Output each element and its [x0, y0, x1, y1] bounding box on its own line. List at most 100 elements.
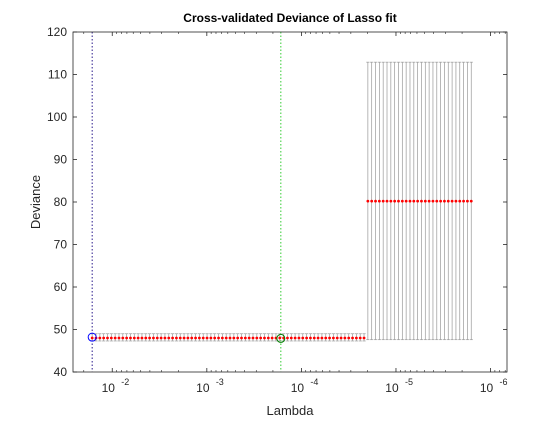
- mean-point: [362, 336, 366, 340]
- mean-point: [178, 336, 182, 340]
- y-tick-label: 100: [47, 110, 67, 124]
- mean-point: [98, 336, 102, 340]
- mean-point: [423, 199, 427, 203]
- mean-point: [117, 336, 121, 340]
- mean-point: [232, 336, 236, 340]
- mean-point: [266, 336, 270, 340]
- mean-point: [121, 336, 125, 340]
- y-tick-label: 110: [48, 68, 67, 82]
- mean-point: [236, 336, 240, 340]
- mean-point: [251, 336, 255, 340]
- circled-point: [87, 332, 97, 342]
- mean-point: [209, 336, 213, 340]
- mean-point: [136, 336, 140, 340]
- mean-point: [125, 336, 129, 340]
- mean-point: [381, 199, 385, 203]
- mean-point: [312, 336, 316, 340]
- mean-point: [255, 336, 259, 340]
- mean-point: [228, 336, 232, 340]
- circled-points: [87, 332, 286, 343]
- mean-point: [217, 336, 220, 340]
- mean-point: [374, 199, 377, 203]
- mean-point: [351, 336, 354, 340]
- y-axis-label: Deviance: [28, 175, 43, 229]
- mean-point: [332, 336, 335, 340]
- mean-point: [370, 199, 374, 203]
- mean-point: [400, 199, 404, 203]
- x-axis-label: Lambda: [267, 403, 315, 418]
- x-tick-label: 10: [102, 381, 116, 395]
- x-tick-label: 10: [385, 381, 399, 395]
- y-tick-label: 60: [54, 280, 68, 294]
- mean-point: [113, 336, 117, 340]
- mean-point: [197, 336, 201, 340]
- mean-point: [466, 199, 469, 203]
- mean-point: [324, 336, 328, 340]
- mean-point: [175, 336, 178, 340]
- mean-point: [152, 336, 155, 340]
- mean-point: [201, 336, 205, 340]
- mean-point: [278, 336, 282, 340]
- mean-point: [132, 336, 136, 340]
- mean-markers: [90, 199, 473, 340]
- x-tick-label-exponent: -3: [216, 377, 224, 387]
- mean-point: [194, 336, 197, 340]
- mean-point: [339, 336, 343, 340]
- mean-point: [182, 336, 186, 340]
- x-tick-label-exponent: -5: [405, 377, 413, 387]
- mean-point: [385, 199, 389, 203]
- x-tick-label-exponent: -4: [310, 377, 318, 387]
- x-tick-label: 10: [291, 381, 305, 395]
- mean-point: [420, 199, 423, 203]
- mean-point: [167, 336, 171, 340]
- mean-point: [102, 336, 106, 340]
- circled-point: [276, 333, 286, 343]
- mean-point: [140, 336, 144, 340]
- mean-point: [289, 336, 293, 340]
- mean-point: [450, 199, 454, 203]
- mean-point: [263, 336, 266, 340]
- mean-point: [305, 336, 309, 340]
- mean-point: [309, 336, 312, 340]
- mean-point: [129, 336, 132, 340]
- mean-point: [431, 199, 435, 203]
- y-tick-label: 50: [54, 323, 68, 337]
- mean-point: [224, 336, 228, 340]
- mean-point: [243, 336, 247, 340]
- y-tick-label: 70: [54, 238, 68, 252]
- mean-point: [286, 336, 289, 340]
- mean-point: [328, 336, 331, 340]
- mean-point: [301, 336, 305, 340]
- mean-point: [446, 199, 450, 203]
- plot-area: [73, 32, 507, 372]
- mean-point: [247, 336, 251, 340]
- x-tick-label-exponent: -6: [500, 377, 508, 387]
- mean-point: [397, 199, 400, 203]
- mean-point: [412, 199, 416, 203]
- mean-point: [148, 336, 152, 340]
- mean-point: [458, 199, 462, 203]
- mean-point: [220, 336, 224, 340]
- mean-point: [439, 199, 443, 203]
- mean-point: [408, 199, 412, 203]
- mean-point: [159, 336, 163, 340]
- mean-point: [416, 199, 420, 203]
- mean-point: [190, 336, 194, 340]
- mean-point: [213, 336, 217, 340]
- y-tick-label: 80: [54, 195, 68, 209]
- mean-point: [427, 199, 431, 203]
- mean-point: [443, 199, 446, 203]
- mean-point: [335, 336, 339, 340]
- mean-point: [469, 199, 473, 203]
- y-axis-ticks: 40 50 60 70 80 90 100 110 120: [47, 25, 507, 379]
- mean-point: [205, 336, 209, 340]
- x-tick-label: 10: [196, 381, 210, 395]
- mean-point: [240, 336, 243, 340]
- mean-point: [90, 336, 94, 340]
- mean-point: [320, 336, 324, 340]
- mean-point: [347, 336, 351, 340]
- x-axis-ticks: 10 -2 10 -3 10 -4 10 -5 10 -6: [83, 32, 508, 395]
- mean-point: [109, 336, 113, 340]
